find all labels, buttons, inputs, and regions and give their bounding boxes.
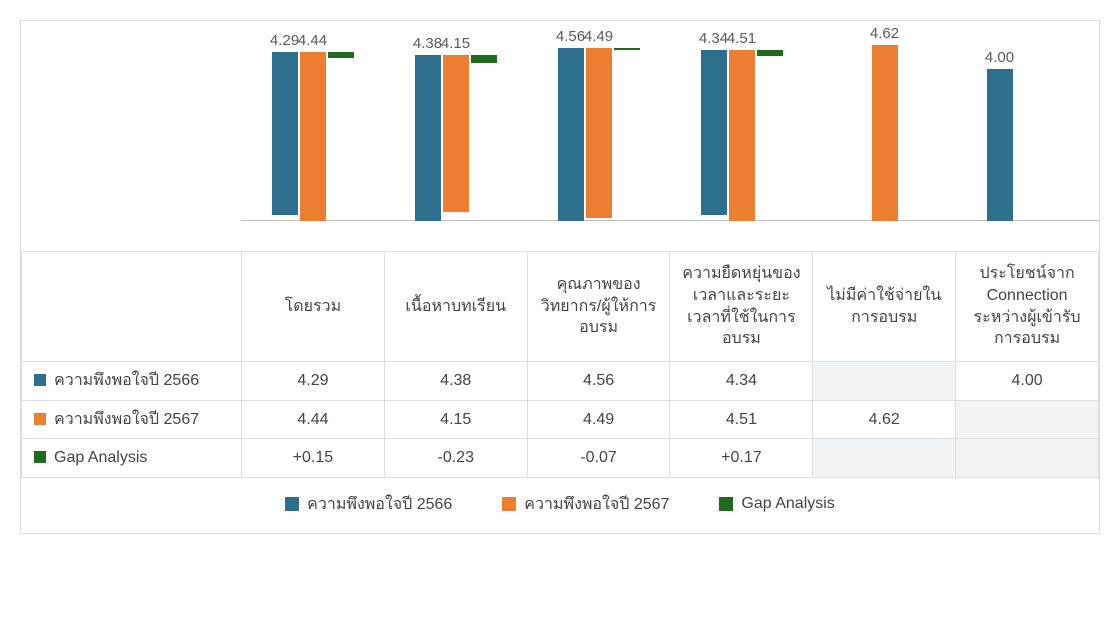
column-header: คุณภาพของวิทยากร/ผู้ให้การอบรม <box>527 252 670 362</box>
series-swatch <box>34 413 46 425</box>
bar-s2566: 4.38 <box>415 55 441 221</box>
bar-group: 4.344.51 <box>670 50 813 221</box>
table-cell: -0.23 <box>384 439 527 478</box>
legend-swatch <box>502 497 516 511</box>
bar-group: 4.00 <box>956 69 1099 221</box>
column-header: ประโยชน์จาก Connection ระหว่างผู้เข้ารับ… <box>956 252 1099 362</box>
table-cell: 4.29 <box>242 362 385 401</box>
table-cell <box>956 439 1099 478</box>
bar-group: 4.62 <box>813 45 956 221</box>
table-cell: 4.56 <box>527 362 670 401</box>
table-cell <box>956 400 1099 439</box>
bar-s2567: 4.44 <box>300 52 326 221</box>
bar-value-label: 4.29 <box>270 32 299 49</box>
data-table: โดยรวมเนื้อหาบทเรียนคุณภาพของวิทยากร/ผู้… <box>21 251 1099 478</box>
bar-s2566: 4.00 <box>987 69 1013 221</box>
table-cell: 4.34 <box>670 362 813 401</box>
row-header-label: ความพึงพอใจปี 2567 <box>54 411 199 428</box>
bar-group: 4.294.44 <box>241 52 384 221</box>
table-cell: 4.51 <box>670 400 813 439</box>
bar-value-label: 4.34 <box>699 30 728 47</box>
bar-value-label: 4.62 <box>870 25 899 42</box>
bar-value-label: 4.51 <box>727 30 756 47</box>
table-corner <box>22 252 242 362</box>
chart-container: 4.294.444.384.154.564.494.344.514.624.00… <box>20 20 1100 534</box>
legend-label: ความพึงพอใจปี 2567 <box>524 492 669 517</box>
table-cell: +0.15 <box>242 439 385 478</box>
row-header-label: ความพึงพอใจปี 2566 <box>54 372 199 389</box>
table-cell: 4.00 <box>956 362 1099 401</box>
bar-gap <box>757 50 783 56</box>
bar-value-label: 4.15 <box>441 35 470 52</box>
bar-value-label: 4.56 <box>556 28 585 45</box>
legend-item: Gap Analysis <box>719 492 834 517</box>
row-header: ความพึงพอใจปี 2567 <box>22 400 242 439</box>
table-cell: 4.44 <box>242 400 385 439</box>
bar-value-label: 4.49 <box>584 28 613 45</box>
series-swatch <box>34 374 46 386</box>
bar-s2566: 4.56 <box>558 48 584 221</box>
bar-s2567: 4.51 <box>729 50 755 221</box>
legend: ความพึงพอใจปี 2566 ความพึงพอใจปี 2567 Gap … <box>21 478 1099 533</box>
column-header: เนื้อหาบทเรียน <box>384 252 527 362</box>
legend-swatch <box>719 497 733 511</box>
bar-plot: 4.294.444.384.154.564.494.344.514.624.00 <box>21 21 1099 251</box>
column-header: โดยรวม <box>242 252 385 362</box>
table-cell <box>813 362 956 401</box>
bar-s2567: 4.15 <box>443 55 469 213</box>
column-header: ความยืดหยุ่นของเวลาและระยะเวลาที่ใช้ในกา… <box>670 252 813 362</box>
legend-label: Gap Analysis <box>741 495 834 513</box>
bar-value-label: 4.38 <box>413 35 442 52</box>
bar-group: 4.564.49 <box>527 48 670 221</box>
column-header: ไม่มีค่าใช้จ่ายในการอบรม <box>813 252 956 362</box>
table-cell: 4.15 <box>384 400 527 439</box>
legend-swatch <box>285 497 299 511</box>
bar-s2567: 4.62 <box>872 45 898 221</box>
legend-item: ความพึงพอใจปี 2567 <box>502 492 669 517</box>
table-cell: 4.38 <box>384 362 527 401</box>
series-swatch <box>34 451 46 463</box>
table-cell: -0.07 <box>527 439 670 478</box>
bar-gap <box>328 52 354 58</box>
table-cell: +0.17 <box>670 439 813 478</box>
legend-item: ความพึงพอใจปี 2566 <box>285 492 452 517</box>
bar-s2567: 4.49 <box>586 48 612 219</box>
bar-value-label: 4.44 <box>298 32 327 49</box>
row-header: ความพึงพอใจปี 2566 <box>22 362 242 401</box>
bar-s2566: 4.34 <box>701 50 727 215</box>
table-cell: 4.49 <box>527 400 670 439</box>
bar-s2566: 4.29 <box>272 52 298 215</box>
bar-value-label: 4.00 <box>985 49 1014 66</box>
table-cell <box>813 439 956 478</box>
legend-label: ความพึงพอใจปี 2566 <box>307 492 452 517</box>
row-header-label: Gap Analysis <box>54 449 147 466</box>
table-cell: 4.62 <box>813 400 956 439</box>
bar-group: 4.384.15 <box>384 55 527 221</box>
row-header: Gap Analysis <box>22 439 242 478</box>
